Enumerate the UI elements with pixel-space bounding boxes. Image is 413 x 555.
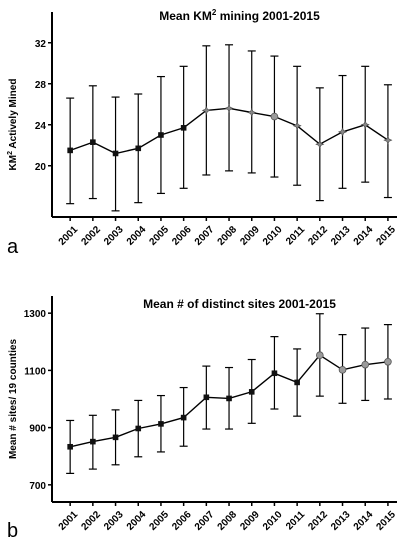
panel-label-b: b bbox=[7, 520, 19, 542]
chart-a-x-tick-label: 2004 bbox=[125, 224, 149, 248]
chart-a-point bbox=[292, 121, 302, 131]
chart-a-point bbox=[135, 145, 142, 152]
chart-b-x-tick-label: 2009 bbox=[238, 509, 262, 533]
chart-b-y-tick-label: 1100 bbox=[24, 366, 46, 377]
chart-b-x-tick-label: 2002 bbox=[79, 509, 103, 533]
panel-label-a: a bbox=[7, 236, 19, 258]
chart-a-x-tick-label: 2011 bbox=[284, 224, 307, 247]
chart-a-point bbox=[337, 127, 348, 137]
chart-a-point bbox=[67, 147, 73, 154]
chart-b-x-tick-label: 2006 bbox=[170, 509, 194, 533]
chart-b-y-tick-label: 1300 bbox=[24, 309, 47, 320]
chart-b-x-tick-label: 2011 bbox=[284, 509, 307, 532]
chart-b-point bbox=[338, 366, 347, 374]
chart-b-point bbox=[384, 358, 392, 366]
chart-a-point bbox=[201, 105, 211, 115]
chart-b-x-tick-label: 2001 bbox=[57, 509, 81, 533]
chart-b-x-tick-label: 2004 bbox=[125, 509, 149, 533]
chart-a-y-tick-label: 32 bbox=[35, 39, 47, 50]
chart-b-point bbox=[203, 394, 210, 401]
chart-a-x-tick-label: 2003 bbox=[102, 224, 126, 248]
chart-b-x-tick-label: 2013 bbox=[329, 509, 353, 533]
chart-a-x-tick-label: 2010 bbox=[261, 224, 285, 248]
chart-b-title: Mean # of distinct sites 2001-2015 bbox=[143, 297, 336, 311]
chart-b-y-tick-label: 900 bbox=[29, 424, 46, 435]
chart-b-x-tick-label: 2014 bbox=[352, 509, 376, 533]
chart-b-x-tick-label: 2003 bbox=[102, 509, 126, 533]
chart-a-point bbox=[90, 139, 96, 145]
chart-b-x-tick-label: 2008 bbox=[216, 509, 240, 533]
chart-b-x-tick-label: 2015 bbox=[374, 509, 398, 533]
chart-b-point bbox=[316, 351, 324, 360]
chart-a-point bbox=[270, 112, 279, 121]
chart-b-y-tick-label: 700 bbox=[29, 481, 46, 492]
chart-b-point bbox=[271, 370, 278, 377]
chart-b-point bbox=[135, 425, 142, 432]
chart-a-x-tick-label: 2002 bbox=[79, 224, 103, 248]
chart-a-point bbox=[315, 139, 325, 149]
chart-a-point bbox=[247, 107, 257, 118]
chart-b-point bbox=[248, 389, 255, 395]
chart-a-x-tick-label: 2001 bbox=[57, 224, 81, 248]
chart-a-x-tick-label: 2013 bbox=[329, 224, 353, 248]
chart-b-point bbox=[180, 414, 187, 421]
chart-a-x-tick-label: 2005 bbox=[148, 224, 172, 248]
chart-a-y-tick-label: 28 bbox=[35, 80, 47, 91]
chart-b-point bbox=[67, 443, 73, 450]
chart-a-point bbox=[158, 132, 164, 138]
chart-a-x-tick-label: 2007 bbox=[193, 224, 217, 248]
chart-b-x-tick-label: 2007 bbox=[193, 509, 217, 533]
chart-b-x-tick-label: 2005 bbox=[148, 509, 172, 533]
chart-a-x-tick-label: 2006 bbox=[170, 224, 194, 248]
chart-b-y-axis-label: Mean # sites/ 19 counties bbox=[8, 339, 19, 459]
chart-a-y-tick-label: 24 bbox=[35, 121, 47, 132]
chart-b-point bbox=[361, 360, 370, 369]
chart-a-point bbox=[112, 150, 119, 157]
chart-a-point bbox=[180, 125, 187, 131]
chart-a-y-axis-label: KM2 Actively Mined bbox=[7, 79, 19, 171]
chart-b-point bbox=[294, 379, 300, 386]
chart-a-y-tick-label: 20 bbox=[35, 162, 47, 173]
chart-a-title: Mean KM2 mining 2001-2015 bbox=[159, 8, 320, 23]
chart-a-x-tick-label: 2008 bbox=[216, 224, 240, 248]
chart-a-x-tick-label: 2012 bbox=[306, 224, 330, 248]
chart-a-point bbox=[360, 120, 370, 130]
chart-b-x-tick-label: 2010 bbox=[261, 509, 285, 533]
chart-b-point bbox=[226, 395, 232, 402]
chart-a-x-tick-label: 2014 bbox=[352, 224, 376, 248]
chart-a-x-tick-label: 2015 bbox=[374, 224, 398, 248]
chart-b-point bbox=[158, 421, 164, 427]
chart-a-point bbox=[383, 135, 393, 145]
chart-b-x-tick-label: 2012 bbox=[306, 509, 330, 533]
chart-a-point bbox=[224, 103, 234, 113]
chart-b-point bbox=[90, 438, 96, 445]
chart-a-x-tick-label: 2009 bbox=[238, 224, 262, 248]
chart-b-point bbox=[112, 434, 119, 441]
